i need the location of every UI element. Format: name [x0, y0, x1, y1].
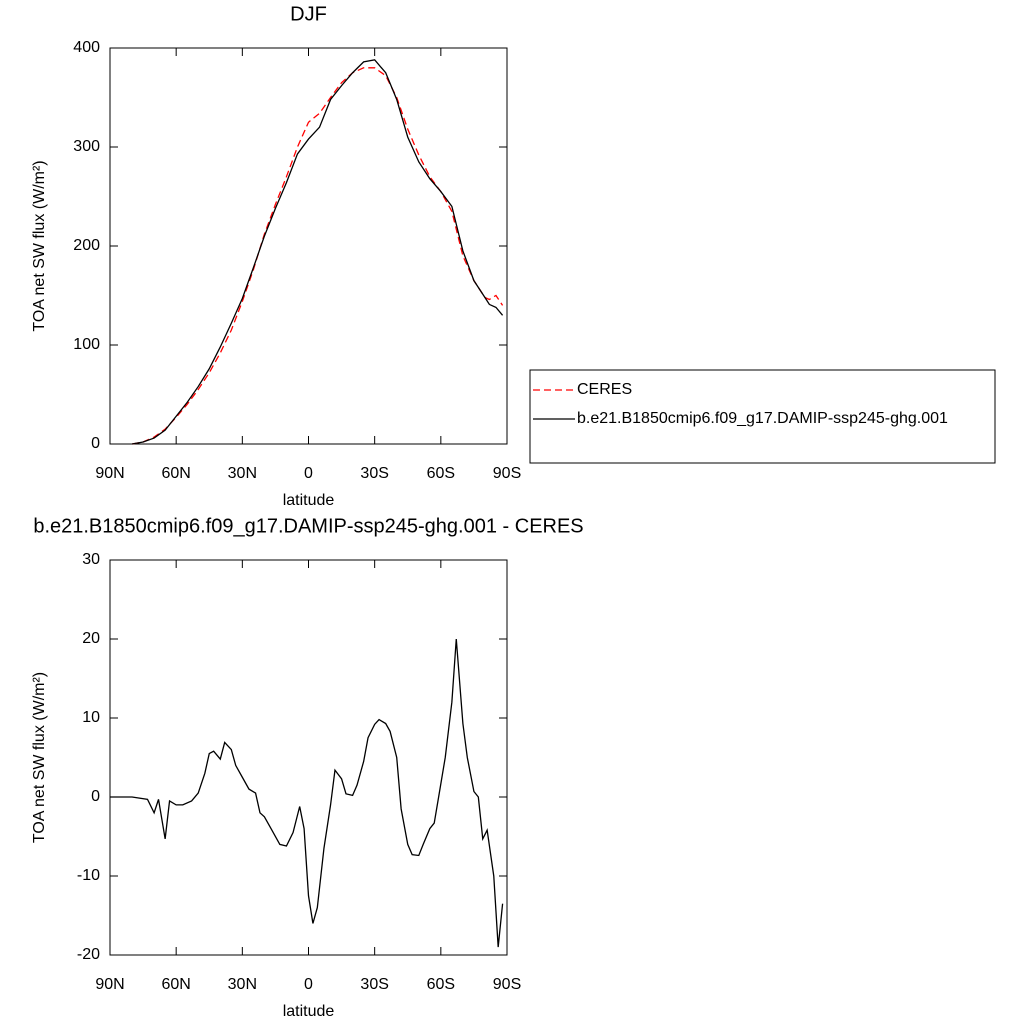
chart-title: b.e21.B1850cmip6.f09_g17.DAMIP-ssp245-gh… [33, 515, 583, 537]
y-axis-title: TOA net SW flux (W/m²) [31, 672, 48, 843]
y-tick-label: -20 [77, 946, 100, 963]
chart-title: DJF [290, 3, 327, 25]
difference-line [110, 638, 504, 948]
x-tick-label: 60N [161, 465, 190, 482]
series-line [131, 59, 504, 445]
x-axis-title: latitude [283, 1003, 335, 1020]
x-tick-label: 30N [228, 465, 257, 482]
x-tick-label: 60S [427, 976, 455, 993]
y-tick-label: 200 [73, 237, 100, 254]
x-tick-label: 60N [161, 976, 190, 993]
y-axis-title: TOA net SW flux (W/m²) [31, 160, 48, 331]
y-tick-label: 10 [82, 709, 100, 726]
x-axis-title: latitude [283, 492, 335, 509]
x-tick-label: 60S [427, 465, 455, 482]
x-tick-label: 90S [493, 465, 521, 482]
y-tick-label: 0 [91, 788, 100, 805]
legend-label: CERES [577, 381, 632, 398]
x-tick-label: 30N [228, 976, 257, 993]
plot-frame [109, 47, 508, 445]
x-tick-label: 30S [360, 976, 388, 993]
y-tick-label: 400 [73, 39, 100, 56]
x-tick-label: 30S [360, 465, 388, 482]
legend-box [529, 369, 996, 464]
legend-label: b.e21.B1850cmip6.f09_g17.DAMIP-ssp245-gh… [577, 410, 948, 427]
y-tick-label: -10 [77, 867, 100, 884]
y-tick-label: 100 [73, 336, 100, 353]
y-tick-label: 300 [73, 138, 100, 155]
x-tick-label: 90N [95, 465, 124, 482]
y-tick-label: 20 [82, 630, 100, 647]
y-tick-label: 30 [82, 551, 100, 568]
y-tick-label: 0 [91, 435, 100, 452]
x-tick-label: 0 [304, 976, 313, 993]
x-tick-label: 0 [304, 465, 313, 482]
x-tick-label: 90S [493, 976, 521, 993]
series-line [131, 67, 504, 445]
x-tick-label: 90N [95, 976, 124, 993]
